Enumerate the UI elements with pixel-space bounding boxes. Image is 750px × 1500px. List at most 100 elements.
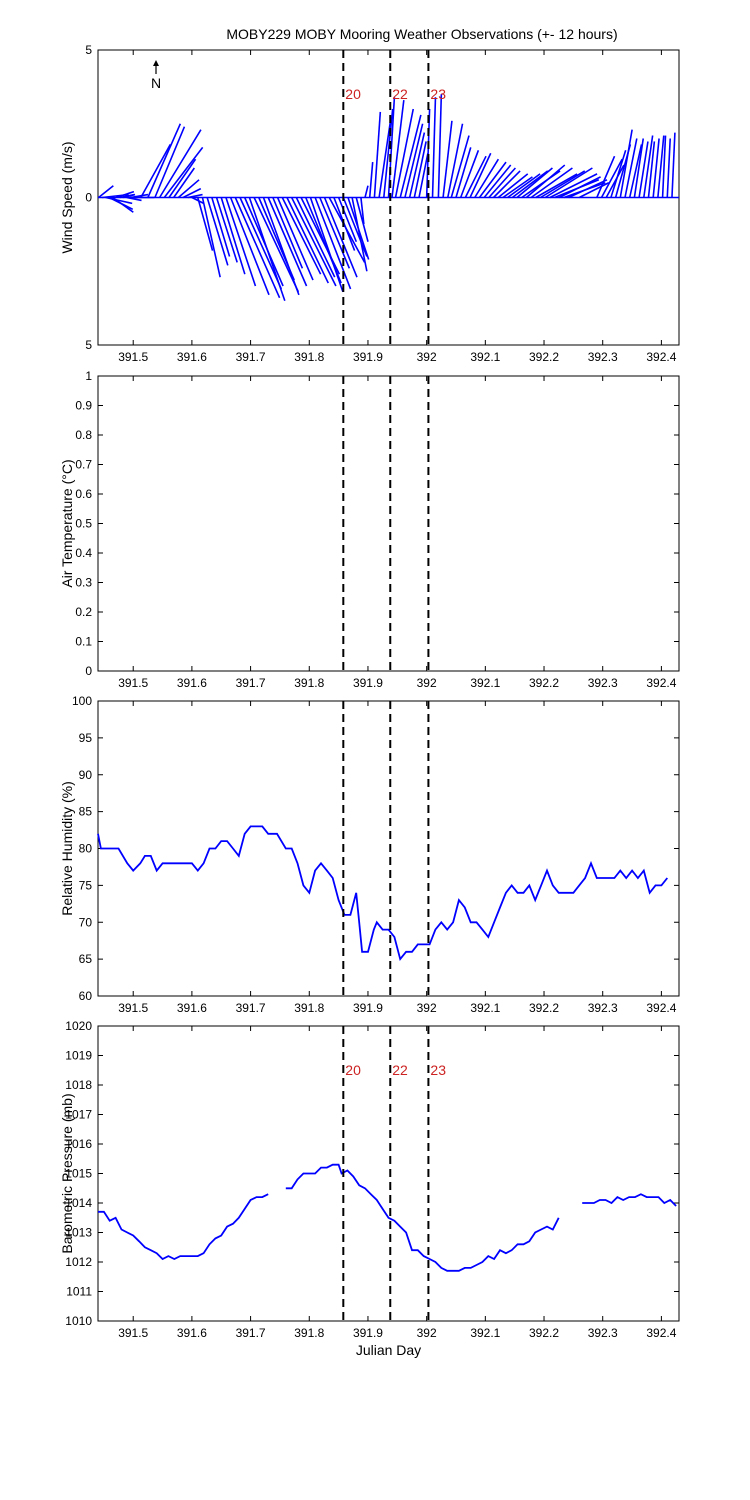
wind-vector [276,197,314,281]
x-tick-label: 392.3 [588,676,618,690]
y-tick-label: 1016 [65,1137,92,1151]
y-tick-label: 0 [85,191,92,205]
wind-vector [163,146,204,198]
y-tick-label: 0.8 [75,428,92,442]
wind-vector [220,197,246,275]
y-tick-label: 80 [79,842,93,856]
panel-2: 391.5 391.6 391.7 391.8 391.9 392 392.1 392.2 39… [59,369,680,690]
wind-vector [123,193,136,199]
wind-vector [408,132,426,198]
wind-vector [437,94,443,198]
wind-vector [314,197,352,290]
wind-vector [624,138,638,198]
x-tick-label: 391.9 [353,1326,383,1340]
wind-vector [215,197,238,263]
wind-vector [158,129,202,198]
wind-vector [383,108,394,198]
x-tick-label: 392.2 [529,676,559,690]
y-tick-label: 1013 [65,1226,92,1240]
wind-vector [507,173,541,199]
wind-vector [642,135,654,198]
y-tick-label: 1020 [65,1019,92,1033]
y-axis-label: Air Temperature (°C) [59,459,75,587]
y-tick-label: 70 [79,915,93,929]
panel-1: 391.5 391.6 391.7 391.8 391.9 392 392.1 392.2 39… [59,43,680,364]
wind-vector [187,193,203,199]
event-marker-label: 23 [430,1062,446,1078]
wind-vector [455,147,472,198]
wind-vector [478,161,507,198]
wind-vector [147,123,182,198]
y-tick-label: 1019 [65,1049,92,1063]
x-tick-label: 392 [417,1326,437,1340]
series-line [582,1193,677,1207]
y-tick-label: 1017 [65,1108,92,1122]
x-tick-label: 391.7 [236,350,266,364]
wind-vector [394,108,415,198]
wind-vector [459,150,480,198]
wind-vector [360,197,365,225]
wind-vector [364,185,369,198]
panel-4: 391.5 391.6 391.7 391.8 391.9 392 392.1 392.2 39… [59,1019,680,1358]
x-tick-label: 391.7 [236,1326,266,1340]
x-tick-label: 392.1 [470,676,500,690]
wind-vector [173,167,196,198]
wind-vector [600,158,623,198]
wind-vector [502,176,533,199]
series-line [98,1193,269,1261]
x-tick-label: 391.8 [294,1001,324,1015]
wind-vector [130,193,149,199]
x-tick-label: 392.2 [529,1326,559,1340]
wind-vector [418,153,429,198]
x-tick-label: 392.3 [588,1001,618,1015]
y-tick-label: 1014 [65,1196,92,1210]
y-tick-label: 85 [79,805,93,819]
panel-3: 391.5 391.6 391.7 391.8 391.9 392 392.1 392.2 39… [59,694,680,1015]
y-axis-label: Barometric Pressure (mb) [59,1093,75,1253]
wind-vector [319,197,351,269]
wind-vector [323,197,358,278]
y-tick-label: 95 [79,731,93,745]
figure-title: MOBY229 MOBY Mooring Weather Observation… [226,26,617,42]
wind-vector [295,197,336,278]
wind-vector [525,164,566,199]
wind-vector [492,170,521,199]
x-tick-label: 391.7 [236,1001,266,1015]
y-tick-label: 0 [85,664,92,678]
x-tick-label: 391.5 [118,350,148,364]
wind-vector [126,196,142,202]
wind-vector [196,197,214,251]
wind-vector [610,150,627,198]
wind-vector [168,158,197,198]
wind-vector [511,170,549,199]
wind-vector [666,138,672,198]
y-tick-label: 100 [72,694,92,708]
wind-vector [469,152,492,198]
x-tick-label: 392.2 [529,1001,559,1015]
wind-vector [272,197,304,269]
wind-vector [201,197,221,278]
wind-vector [638,141,649,198]
x-tick-label: 392 [417,350,437,364]
x-tick-label: 392.1 [470,350,500,364]
wind-vector [373,111,382,198]
y-tick-label: 1011 [66,1285,92,1299]
x-tick-label: 391.6 [177,676,207,690]
wind-vector [530,167,573,199]
wind-vector [549,173,598,199]
wind-vector [239,197,283,290]
wind-vector [474,158,500,198]
x-axis-label: Julian Day [356,1342,421,1358]
x-tick-label: 391.5 [118,1001,148,1015]
y-axis-label: Relative Humidity (%) [59,781,75,916]
event-marker-label: 22 [392,1062,408,1078]
wind-vector [535,173,578,199]
wind-vector [206,197,229,266]
wind-vector [619,129,633,198]
x-tick-label: 391.8 [294,1326,324,1340]
event-marker-label: 22 [392,86,408,102]
x-tick-label: 392.1 [470,1001,500,1015]
series-line [285,1163,560,1272]
x-tick-label: 392.2 [529,350,559,364]
wind-vector [647,141,656,198]
